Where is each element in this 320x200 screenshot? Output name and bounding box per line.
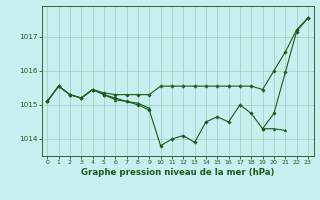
X-axis label: Graphe pression niveau de la mer (hPa): Graphe pression niveau de la mer (hPa) <box>81 168 274 177</box>
